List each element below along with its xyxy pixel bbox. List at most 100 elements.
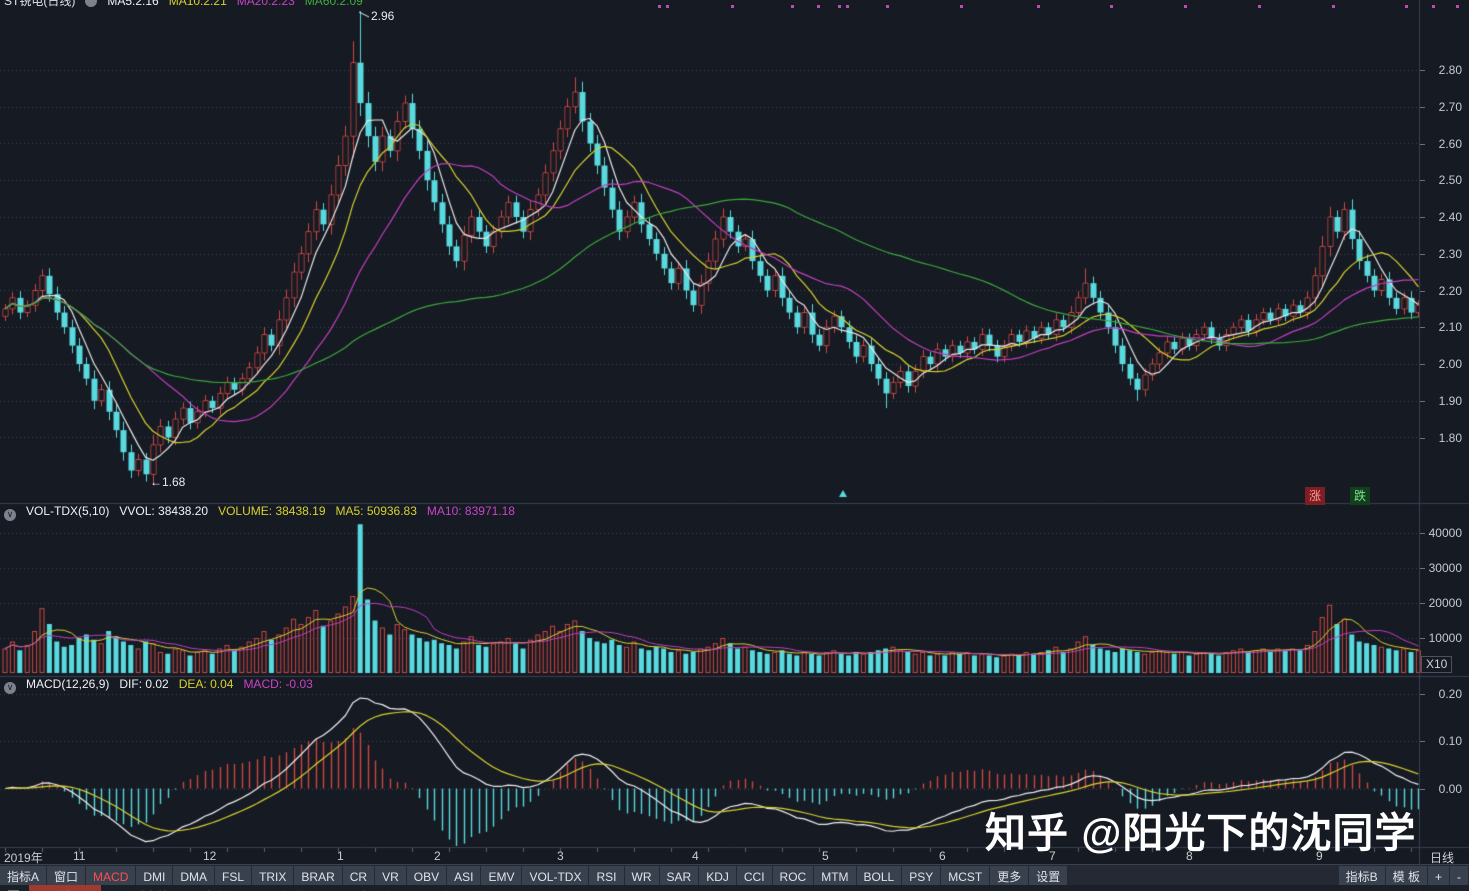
volume-ma10-value: MA10: 83971.18 [426,504,515,518]
bottom-tab-今日涨停[interactable]: 今日涨停 [429,885,501,891]
indicator-button-emv[interactable]: EMV [481,866,522,885]
stock-status-icon[interactable] [85,0,98,7]
rise-badge: 涨 [1305,487,1326,505]
axis-tickmark [1420,693,1425,695]
toolbar-spacer [1068,865,1338,886]
indicator-button-cr[interactable]: CR [342,866,375,885]
indicator-button-+[interactable]: + [1427,866,1449,885]
indicator-button-sar[interactable]: SAR [659,866,699,885]
date-axis-row: 2019年 日线 11 12 1 2 3 4 5 6 7 8 9 [0,848,1469,865]
high-annotation: 2.96 [371,9,395,23]
axis-tickmark [1420,364,1425,365]
indicator-button-vol-tdx[interactable]: VOL-TDX [522,866,589,885]
axis-tickmark [1420,568,1425,569]
axis-tickmark [1420,400,1425,402]
indicator-button--[interactable]: - [1450,866,1468,885]
indicator-button-kdj[interactable]: KDJ [699,866,736,885]
indicator-button-vr[interactable]: VR [375,866,406,885]
axis-tickmark [1420,253,1425,255]
axis-tick-label: 0.20 [1438,686,1462,701]
axis-tickmark [1420,327,1425,329]
indicator-button-boll[interactable]: BOLL [856,866,902,885]
axis-tick-label: 2.40 [1438,210,1462,224]
indicator-button-dmi[interactable]: DMI [136,866,173,885]
top-edge-dot [817,5,820,8]
volume-unit-label: X10 [1421,656,1453,673]
bottom-tab-关联报价[interactable]: 关联报价 [29,885,102,891]
volume-indicator-name: VOL-TDX(5,10) [26,504,110,518]
bottom-tab-K线样式[interactable]: K线样式 [1393,885,1461,891]
top-edge-dot [1405,5,1408,8]
top-edge-dot [1110,5,1113,8]
indicator-button-mtm[interactable]: MTM [814,866,856,885]
indicator-button-psy[interactable]: PSY [902,866,941,885]
bottom-tab-操作提示[interactable]: 操作提示 [349,885,421,891]
axis-tick-label: 0.10 [1438,734,1462,748]
axis-tick-label: 10000 [1428,631,1462,645]
bottom-tab-综合资讯[interactable]: 综合资讯 [189,885,261,891]
axis-tick-label: 2.50 [1438,173,1462,188]
indicator-button-trix[interactable]: TRIX [252,866,294,885]
collapse-macd-icon[interactable]: ∨ [4,682,16,694]
volume-value: VOLUME: 38438.19 [218,504,326,518]
axis-tickmark [1420,638,1425,639]
indicator-button-指标b[interactable]: 指标B [1338,866,1385,885]
axis-tick-label: 2.10 [1438,320,1462,335]
price-pane-header: ST锐电(日线) MA5:2.16 MA10:2.21 MA20:2.23 MA60:2… [4,0,373,9]
indicator-button-更多[interactable]: 更多 [990,866,1029,885]
month-label: 9 [1316,849,1323,863]
month-label: 3 [557,849,564,863]
indicator-button-rsi[interactable]: RSI [589,866,624,885]
collapse-volume-icon[interactable]: ∨ [4,509,16,521]
axis-tickmark [1420,70,1425,71]
indicator-button-macd[interactable]: MACD [86,866,136,885]
top-edge-dot [1432,5,1435,8]
top-edge-dot [846,5,849,8]
axis-tick-label: 2.00 [1438,357,1462,371]
indicator-button-obv[interactable]: OBV [406,866,447,885]
bottom-tab-行业资讯[interactable]: 行业资讯 [269,885,341,891]
ma60-label: MA60:2.09 [304,0,363,8]
bottom-tab-图文T+0[interactable]: 图文T+0 [1316,885,1385,891]
top-edge-dot [838,5,841,8]
ma5-label: MA5:2.16 [107,0,159,8]
top-edge-dot [886,5,889,8]
indicator-button-brar[interactable]: BRAR [294,866,342,885]
indicator-button-wr[interactable]: WR [624,866,659,885]
top-edge-dot [1332,5,1335,8]
low-annotation: ←1.68 [150,475,186,489]
top-edge-dot [1258,5,1261,8]
indicator-button-指标a[interactable]: 指标A [0,866,47,885]
indicator-button-窗口[interactable]: 窗口 [47,866,86,885]
indicator-button-mcst[interactable]: MCST [941,866,990,885]
indicator-toolbar: 指标A 窗口 MACD DMI DMA FSL TRIX BRAR CR VR OBV ASI EMV V… [0,864,1469,887]
month-label: 12 [203,849,217,863]
top-edge-dot [666,5,669,8]
macd-pane-header: ∨ MACD(12,26,9) DIF: 0.02 DEA: 0.04 MACD: -0… [4,677,323,694]
indicator-button-fsl[interactable]: FSL [215,866,252,885]
year-label: 2019年 [4,851,43,865]
axis-tickmark [1420,788,1425,790]
indicator-button-roc[interactable]: ROC [772,866,814,885]
month-label: 4 [692,849,699,863]
indicator-button-cci[interactable]: CCI [736,866,772,885]
axis-tickmark [1420,603,1425,604]
axis-tickmark [1420,106,1425,108]
indicator-button-dma[interactable]: DMA [173,866,215,885]
axis-tick-label: 2.20 [1438,283,1462,298]
indicator-button-设置[interactable]: 设置 [1029,866,1068,885]
month-label: 6 [939,849,946,863]
top-edge-dot [731,5,734,8]
axis-tickmark [1420,290,1425,292]
axis-tickmark [1420,143,1425,145]
period-label[interactable]: 日线 [1430,851,1455,865]
bottom-tab-分时走势[interactable]: 分时走势 [109,885,181,891]
macd-indicator-name: MACD(12,26,9) [26,677,110,691]
indicator-button-asi[interactable]: ASI [447,866,481,885]
ma10-label: MA10:2.21 [168,0,227,8]
axis-tick-label: 2.70 [1438,99,1462,114]
indicator-button-模 板[interactable]: 模 板 [1385,866,1427,885]
dea-value: DEA: 0.04 [178,677,234,691]
